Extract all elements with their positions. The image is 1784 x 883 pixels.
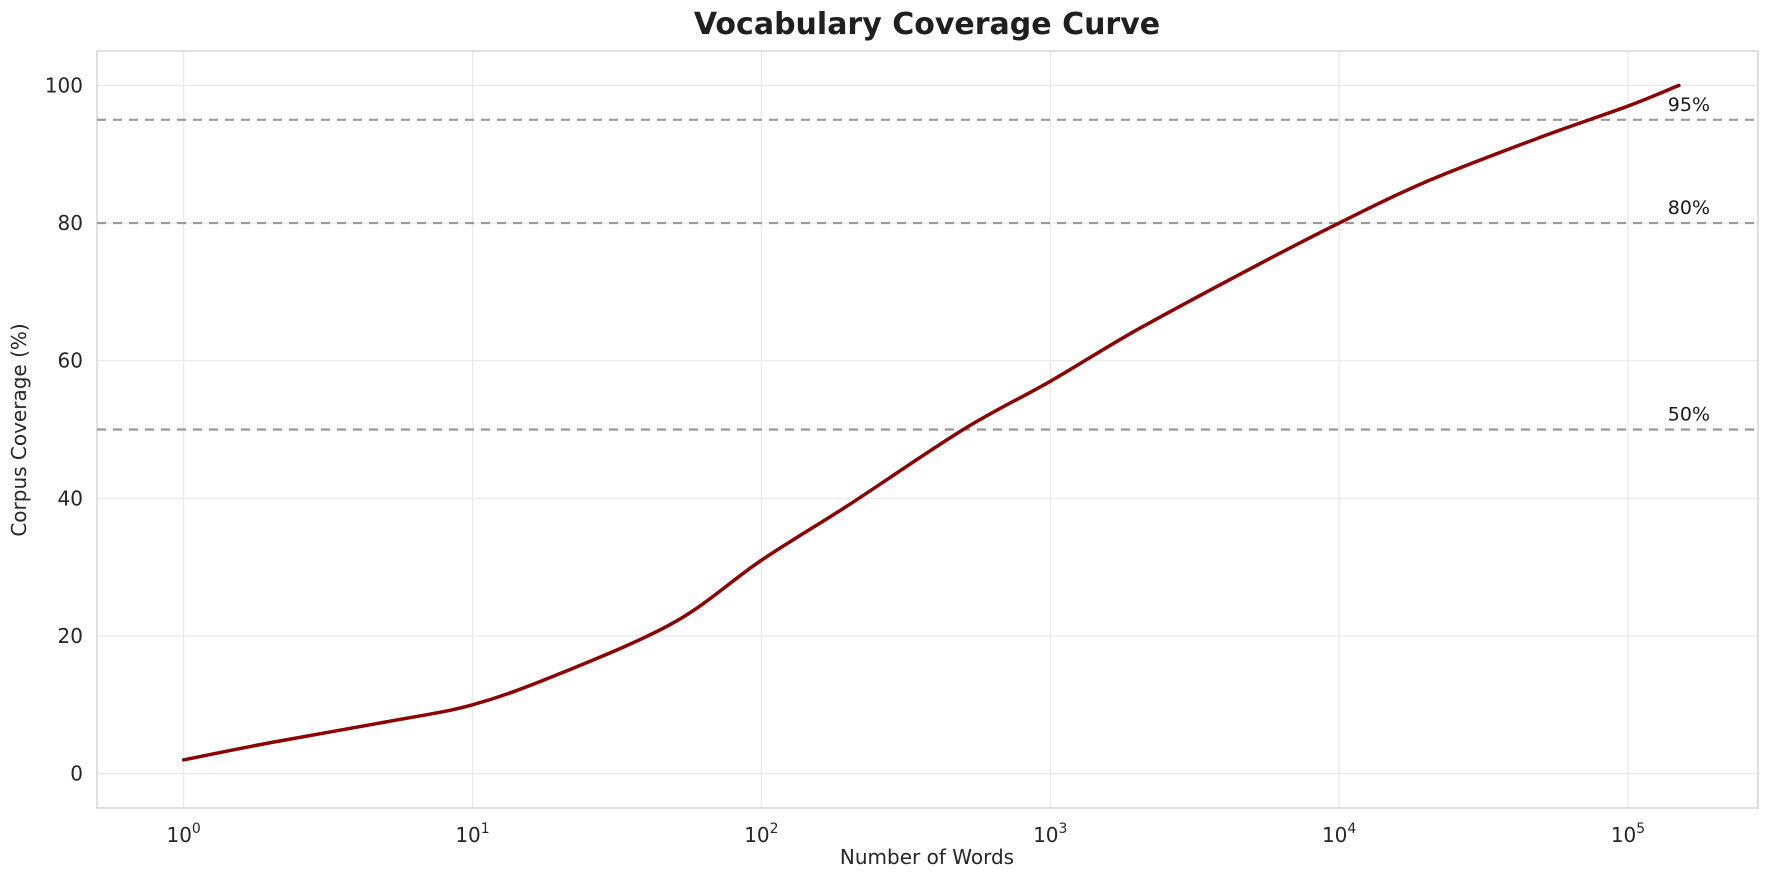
x-tick-label-10e0: 100 [166,821,200,847]
y-axis-label: Corpus Coverage (%) [7,323,31,536]
x-tick-label-10e5: 105 [1611,821,1645,847]
y-tick-label-0: 0 [70,762,83,786]
y-tick-label-100: 100 [45,73,83,97]
y-tick-label-60: 60 [58,349,83,373]
coverage-curve [181,83,1681,762]
y-tick-label-40: 40 [58,486,83,510]
reference-label-95: 95% [1668,94,1710,116]
x-axis-label: Number of Words [840,845,1014,869]
y-tick-label-20: 20 [58,624,83,648]
y-tick-label-80: 80 [58,211,83,235]
x-tick-label-10e4: 104 [1322,821,1356,847]
x-tick-label-10e3: 103 [1033,821,1067,847]
tick-labels-layer: 0 20 40 60 80 100 100 101 102 103 104 105 [45,73,1645,847]
reference-label-80: 80% [1668,197,1710,219]
x-tick-label-10e2: 102 [744,821,778,847]
series-layer [181,83,1681,762]
x-tick-label-10e1: 101 [455,821,489,847]
reference-lines-layer: 50% 80% 95% [97,94,1758,431]
reference-label-50: 50% [1668,404,1710,426]
chart-title: Vocabulary Coverage Curve [694,7,1160,42]
